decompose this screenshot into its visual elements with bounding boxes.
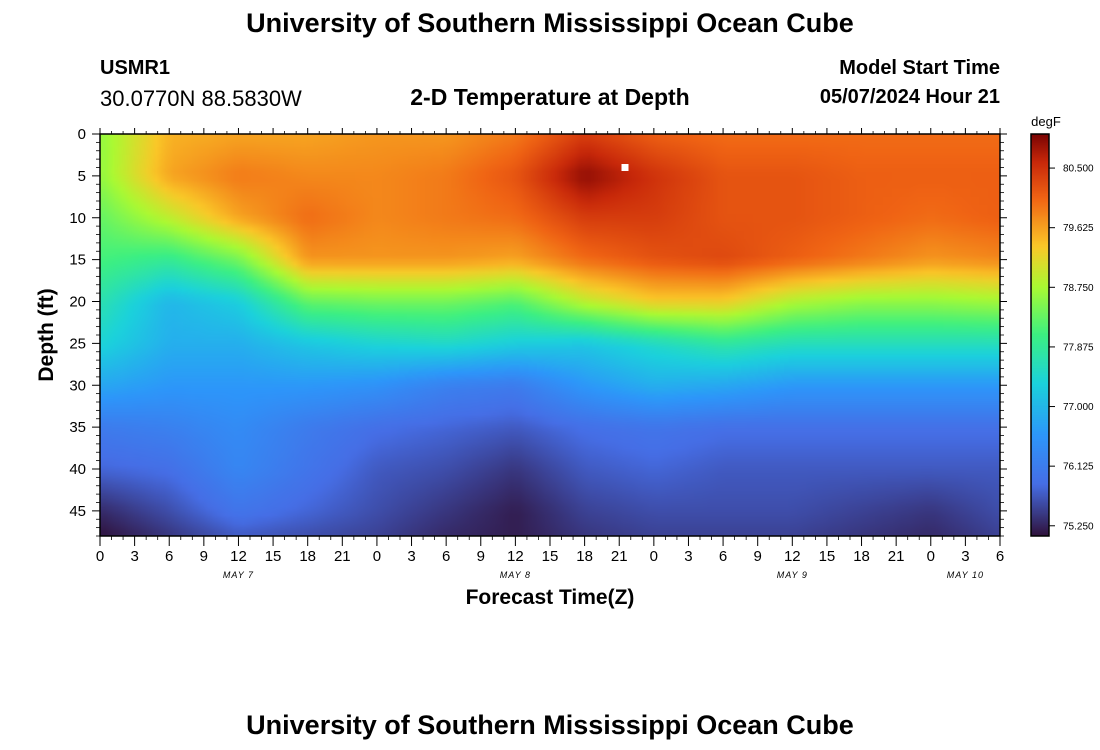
page-title: University of Southern Mississippi Ocean… <box>246 8 854 38</box>
y-tick-label: 10 <box>69 210 86 227</box>
y-tick-label: 0 <box>78 126 86 143</box>
date-label: MAY 9 <box>777 570 808 580</box>
x-tick-label: 9 <box>477 548 485 565</box>
x-tick-label: 9 <box>754 548 762 565</box>
temperature-heatmap <box>100 134 1000 536</box>
x-tick-label: 0 <box>650 548 658 565</box>
date-label: MAY 8 <box>500 570 531 580</box>
x-tick-label: 3 <box>684 548 692 565</box>
x-tick-label: 15 <box>265 548 282 565</box>
colorbar-unit: degF <box>1031 114 1061 129</box>
y-axis-label: Depth (ft) <box>35 288 58 381</box>
colorbar-tick-label: 77.875 <box>1063 342 1094 353</box>
x-tick-label: 3 <box>130 548 138 565</box>
x-tick-label: 3 <box>407 548 415 565</box>
colorbar-tick-label: 80.500 <box>1063 164 1094 175</box>
x-axis-label: Forecast Time(Z) <box>466 586 635 609</box>
x-tick-label: 15 <box>542 548 559 565</box>
current-time-marker <box>621 164 629 171</box>
colorbar-tick-label: 78.750 <box>1063 283 1094 294</box>
x-tick-label: 0 <box>96 548 104 565</box>
colorbar-tick-label: 75.250 <box>1063 521 1094 532</box>
x-tick-label: 18 <box>853 548 870 565</box>
colorbar-tick-label: 79.625 <box>1063 223 1094 234</box>
x-tick-label: 18 <box>299 548 316 565</box>
y-tick-label: 30 <box>69 377 86 394</box>
station-id: USMR1 <box>100 57 171 79</box>
x-tick-label: 9 <box>200 548 208 565</box>
colorbar-tick-label: 76.125 <box>1063 462 1094 473</box>
colorbar-frame <box>1030 133 1050 537</box>
x-tick-label: 0 <box>373 548 381 565</box>
y-tick-label: 5 <box>78 168 86 185</box>
y-tick-label: 40 <box>69 461 86 478</box>
x-tick-label: 6 <box>996 548 1004 565</box>
x-tick-label: 12 <box>507 548 524 565</box>
date-label: MAY 7 <box>223 570 254 580</box>
plot-title: 2-D Temperature at Depth <box>410 84 690 110</box>
y-tick-label: 45 <box>69 503 86 520</box>
colorbar-gradient <box>1031 134 1049 536</box>
y-tick-label: 35 <box>69 419 86 436</box>
y-tick-label: 20 <box>69 294 86 311</box>
x-tick-label: 21 <box>611 548 628 565</box>
x-tick-label: 18 <box>576 548 593 565</box>
x-tick-label: 15 <box>819 548 836 565</box>
x-tick-label: 3 <box>961 548 969 565</box>
model-start-label: Model Start Time <box>839 57 1000 79</box>
x-tick-label: 6 <box>165 548 173 565</box>
x-tick-label: 0 <box>927 548 935 565</box>
x-tick-label: 21 <box>888 548 905 565</box>
date-label: MAY 10 <box>947 570 984 580</box>
x-tick-label: 12 <box>784 548 801 565</box>
x-tick-label: 6 <box>719 548 727 565</box>
station-coordinates: 30.0770N 88.5830W <box>100 86 302 111</box>
y-tick-label: 15 <box>69 252 86 269</box>
x-tick-label: 6 <box>442 548 450 565</box>
x-tick-label: 21 <box>334 548 351 565</box>
footer-title: University of Southern Mississippi Ocean… <box>246 710 854 740</box>
x-tick-label: 12 <box>230 548 247 565</box>
y-tick-label: 25 <box>69 335 86 352</box>
colorbar-tick-label: 77.000 <box>1063 402 1094 413</box>
model-start-value: 05/07/2024 Hour 21 <box>819 86 1000 108</box>
